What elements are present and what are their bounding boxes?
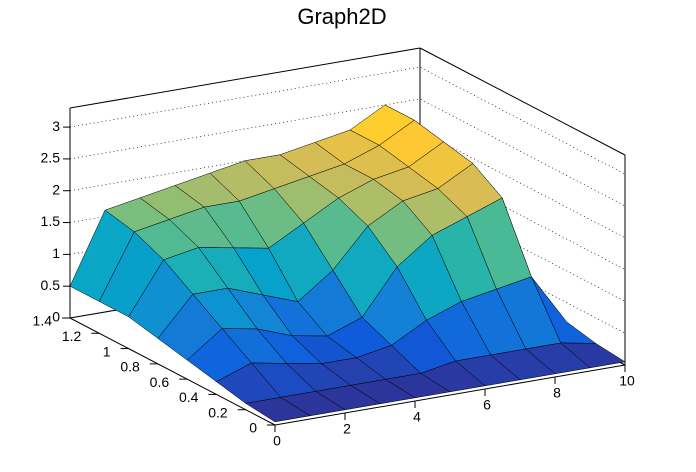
x-tick-label: 2 [343, 421, 351, 437]
y-tick-label: 0.4 [179, 389, 199, 405]
y-tick-label: 0.6 [150, 374, 170, 390]
y-tick-label: 0 [249, 420, 257, 436]
y-tick-label: 1 [103, 343, 111, 359]
x-tick-label: 4 [413, 409, 421, 425]
y-tick-label: 0.8 [120, 359, 140, 375]
x-tick-label: 6 [483, 397, 491, 413]
x-tick-label: 10 [619, 373, 635, 389]
box-edge [274, 364, 626, 426]
z-tick-label: 2 [52, 181, 60, 197]
z-tick-label: 1 [52, 245, 60, 261]
x-tick-label: 0 [273, 433, 281, 449]
box-edge [69, 317, 276, 426]
z-tick-label: 3 [52, 118, 60, 134]
box-edge [69, 47, 421, 109]
surface-cell [245, 397, 311, 423]
x-tick-label: 8 [553, 385, 561, 401]
y-tick-label: 1.2 [62, 328, 82, 344]
chart-title: Graph2D [297, 4, 386, 29]
y-tick-label: 0.2 [208, 404, 228, 420]
y-tick-label: 1.4 [33, 313, 53, 329]
box-edge [419, 47, 626, 156]
z-tick-label: 0.5 [41, 277, 61, 293]
z-tick-label: 1.5 [41, 213, 61, 229]
z-tick-label: 2.5 [41, 150, 61, 166]
z-tick-label: 0 [52, 309, 60, 325]
